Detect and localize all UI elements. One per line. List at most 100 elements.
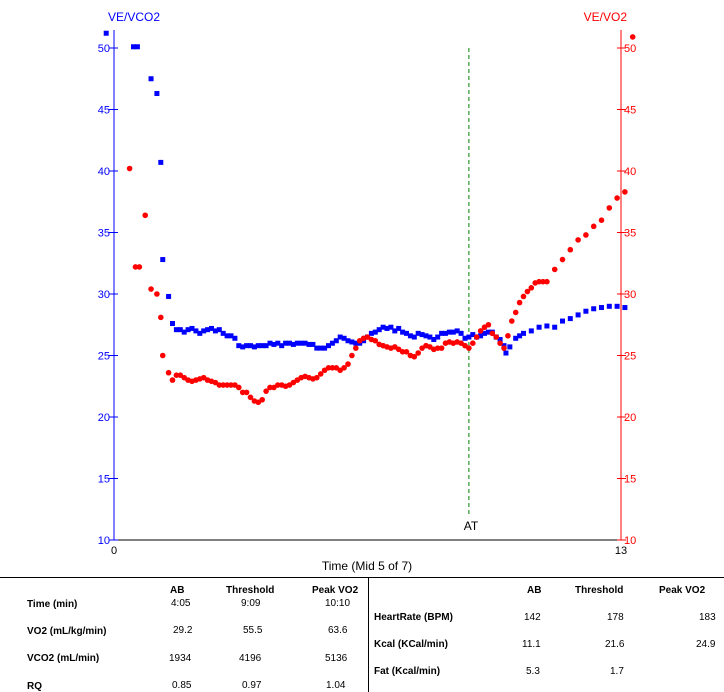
ve-vo2-point [247, 394, 254, 401]
ve-vco2-point [197, 330, 203, 336]
ve-vco2-point [306, 341, 312, 347]
ve-vco2-point [404, 330, 409, 336]
ve-vco2-point [536, 324, 542, 330]
row-label-vo2: VO2 (mL/kg/min) [27, 626, 107, 637]
ve-vco2-point [290, 341, 296, 347]
ve-vco2-point [259, 343, 265, 349]
series-ve-vo2 [126, 34, 636, 406]
cell-kcal-threshold: 21.6 [605, 639, 625, 650]
ve-vco2-point [275, 340, 281, 346]
cell-heartrate-threshold: 178 [607, 612, 624, 623]
ve-vo2-point [353, 345, 359, 351]
ve-vco2-point [503, 350, 509, 356]
ve-vo2-point [575, 237, 581, 243]
left-axis-tick-label: 35 [98, 228, 110, 240]
col-header-ab: AB [170, 585, 185, 596]
ve-vco2-point [349, 339, 355, 345]
left-axis-tick-label: 20 [98, 412, 110, 424]
ve-vco2-point [154, 91, 160, 97]
ve-vco2-point [131, 44, 136, 50]
ve-vco2-point [407, 333, 413, 339]
cell-rq-threshold: 0.97 [242, 680, 262, 691]
ve-vo2-point [142, 212, 148, 219]
ve-vo2-point [411, 353, 418, 360]
cell-time-peak: 10:10 [325, 598, 351, 609]
ve-vo2-point [583, 232, 589, 238]
data-points [103, 30, 636, 406]
cell-heartrate-peak: 183 [699, 612, 716, 623]
left-axis-tick-label: 40 [98, 166, 110, 178]
ve-vco2-point [255, 343, 261, 349]
ve-vo2-point [466, 345, 472, 351]
row-label-time: Time (min) [27, 599, 78, 610]
ve-vco2-point [220, 330, 226, 336]
ve-vco2-point [134, 44, 140, 50]
ve-vo2-point [505, 333, 511, 339]
ve-vco2-point [326, 343, 331, 349]
ve-vo2-point [372, 337, 379, 344]
ve-vco2-point [173, 327, 179, 333]
ve-vo2-point [169, 377, 176, 383]
left-summary-table: AB Threshold Peak VO2 Time (min) 4:05 9:… [0, 577, 369, 692]
ve-vco2-point [470, 332, 476, 338]
ve-vo2-point [473, 334, 480, 340]
ve-vco2-point [466, 334, 472, 340]
ve-vco2-point [201, 328, 207, 334]
ve-vo2-point [349, 352, 355, 359]
left-axis-tick-label: 30 [98, 289, 110, 301]
ve-vco2-point [212, 328, 218, 334]
row-label-vco2: VCO2 (mL/min) [27, 653, 100, 664]
ve-vo2-point [512, 309, 519, 316]
ve-vco2-point [248, 343, 253, 349]
ve-vo2-point [516, 299, 523, 306]
ve-vo2-point [345, 361, 351, 367]
row-label-fat: Fat (Kcal/min) [374, 666, 441, 677]
x-axis-tick-label: 0 [111, 545, 117, 557]
ve-vco2-point [544, 323, 550, 329]
ve-vo2-point [567, 246, 574, 253]
at-marker-label: AT [464, 519, 479, 533]
ve-vco2-point [310, 341, 316, 347]
ve-vo2-point [267, 384, 273, 391]
ve-vco2-point [251, 344, 257, 350]
ve-vco2-point [599, 305, 604, 311]
ve-vco2-point [517, 333, 523, 339]
ve-vco2-point [552, 324, 558, 330]
ve-vo2-point [493, 334, 500, 340]
axes: 10 15 20 25 30 35 40 45 50 10 15 20 25 30 35 40 45 50 0 13 [98, 30, 636, 557]
ve-vco2-point [103, 30, 109, 36]
ve-vco2-point [462, 335, 468, 341]
ve-vco2-point [318, 345, 324, 351]
ve-vco2-point [591, 306, 597, 312]
ve-vo2-point [399, 349, 406, 355]
ve-vo2-point [434, 345, 441, 351]
ve-vco2-point [560, 318, 565, 324]
ve-vco2-point [439, 330, 445, 336]
ve-vco2-point [177, 327, 183, 333]
ve-vco2-point [166, 293, 172, 299]
ve-vo2-point [629, 34, 636, 40]
ve-vo2-point [243, 389, 250, 396]
right-axis-tick-label: 40 [624, 166, 636, 178]
right-axis-tick-label: 45 [624, 105, 636, 117]
ve-vco2-point [148, 76, 154, 82]
col-header-threshold: Threshold [575, 585, 624, 596]
ve-vo2-point [415, 350, 422, 356]
ve-vco2-point [283, 340, 289, 346]
ve-vco2-point [279, 343, 285, 349]
ve-vco2-point [271, 341, 277, 347]
right-axis-tick-label: 15 [624, 474, 636, 486]
ve-vco2-point [244, 343, 250, 349]
ve-vco2-point [415, 330, 421, 336]
ve-vco2-point [485, 329, 491, 335]
ve-vco2-point [224, 333, 230, 339]
ve-vco2-point [583, 308, 589, 314]
cell-fat-threshold: 1.7 [610, 666, 624, 677]
ve-vco2-point [443, 330, 448, 336]
ve-vco2-point [353, 340, 359, 346]
cell-time-threshold: 9:09 [241, 598, 261, 609]
ve-vco2-point [158, 159, 164, 165]
ve-vco2-point [446, 329, 452, 335]
ve-vco2-point [431, 337, 437, 343]
